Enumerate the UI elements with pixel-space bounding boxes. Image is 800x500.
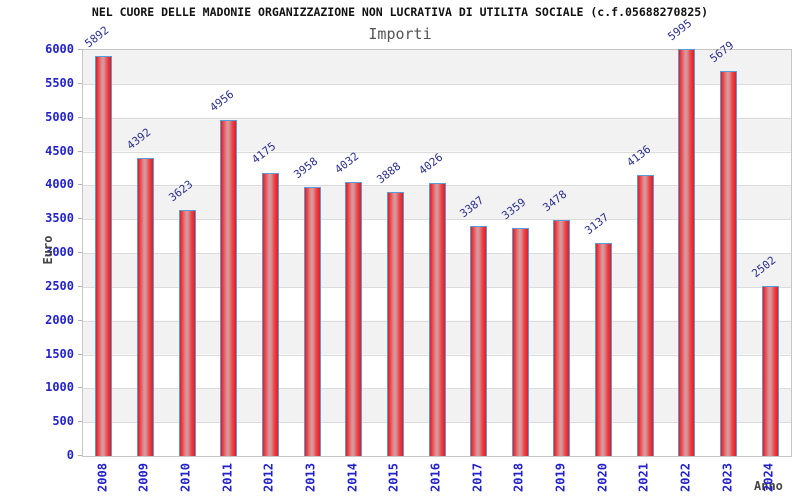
y-tick-label: 6000 xyxy=(45,42,74,56)
y-tick-label: 0 xyxy=(66,448,74,462)
y-tick-mark xyxy=(78,49,82,50)
y-tick-label: 1000 xyxy=(45,380,74,395)
x-tick-label: 2023 xyxy=(720,463,735,492)
y-tick-mark xyxy=(78,455,82,456)
y-tick-label: 3000 xyxy=(45,245,74,259)
bar-2024 xyxy=(761,285,779,456)
bar-2012 xyxy=(261,172,279,456)
y-tick-label: 2000 xyxy=(45,312,74,327)
x-tick-label: 2016 xyxy=(428,463,443,492)
bar-2010 xyxy=(178,209,196,456)
gridline xyxy=(83,151,791,153)
y-tick-label: 5500 xyxy=(45,75,74,90)
bar-2018 xyxy=(511,227,529,456)
x-tick-label: 2017 xyxy=(470,463,485,492)
chart-title: NEL CUORE DELLE MADONIE ORGANIZZAZIONE N… xyxy=(91,5,709,19)
y-tick-mark xyxy=(78,252,82,253)
x-tick-label: 2014 xyxy=(345,463,360,492)
y-tick-mark xyxy=(78,218,82,220)
y-tick-mark xyxy=(78,353,82,355)
bar-2023 xyxy=(720,70,738,456)
bar-2016 xyxy=(428,182,446,456)
chart-subtitle: Importi xyxy=(368,25,432,43)
x-tick-label: 2011 xyxy=(220,463,235,492)
y-tick-label: 2500 xyxy=(45,278,74,293)
x-tick-label: 2015 xyxy=(386,463,401,492)
x-tick-label: 2021 xyxy=(636,463,651,492)
plot-area xyxy=(82,49,792,457)
bar-2011 xyxy=(220,119,238,456)
bar-2015 xyxy=(386,191,404,456)
gridline xyxy=(83,83,791,85)
x-tick-label: 2024 xyxy=(761,463,776,492)
gridline xyxy=(83,117,791,119)
bar-2013 xyxy=(303,187,321,456)
y-tick-label: 4500 xyxy=(45,143,74,158)
bar-2009 xyxy=(136,157,154,456)
y-tick-label: 1500 xyxy=(45,346,74,361)
x-tick-label: 2022 xyxy=(678,463,693,492)
x-tick-label: 2008 xyxy=(95,463,110,492)
x-tick-label: 2010 xyxy=(178,463,193,492)
x-tick-label: 2018 xyxy=(511,463,526,492)
y-tick-label: 500 xyxy=(52,414,74,429)
y-tick-mark xyxy=(78,285,82,287)
bar-2017 xyxy=(470,225,488,456)
x-axis-title: Anno xyxy=(754,479,783,493)
bar-2008 xyxy=(95,56,113,456)
y-tick-label: 3500 xyxy=(45,211,74,226)
y-tick-label: 4000 xyxy=(45,177,74,192)
y-tick-mark xyxy=(78,116,82,118)
x-tick-label: 2020 xyxy=(595,463,610,492)
x-tick-label: 2009 xyxy=(136,463,151,492)
bar-2020 xyxy=(595,242,613,456)
y-axis-title: Euro xyxy=(41,235,55,265)
bar-2014 xyxy=(345,182,363,456)
y-tick-mark xyxy=(78,387,82,389)
bar-2022 xyxy=(678,49,696,456)
bar-2019 xyxy=(553,219,571,456)
y-tick-mark xyxy=(78,150,82,152)
y-tick-label: 5000 xyxy=(45,109,74,124)
x-tick-label: 2019 xyxy=(553,463,568,492)
x-tick-label: 2012 xyxy=(261,463,276,492)
x-tick-label: 2013 xyxy=(303,463,318,492)
y-tick-mark xyxy=(78,184,82,186)
bar-2021 xyxy=(636,175,654,456)
y-tick-mark xyxy=(78,319,82,321)
y-tick-mark xyxy=(78,421,82,423)
y-tick-mark xyxy=(78,82,82,84)
